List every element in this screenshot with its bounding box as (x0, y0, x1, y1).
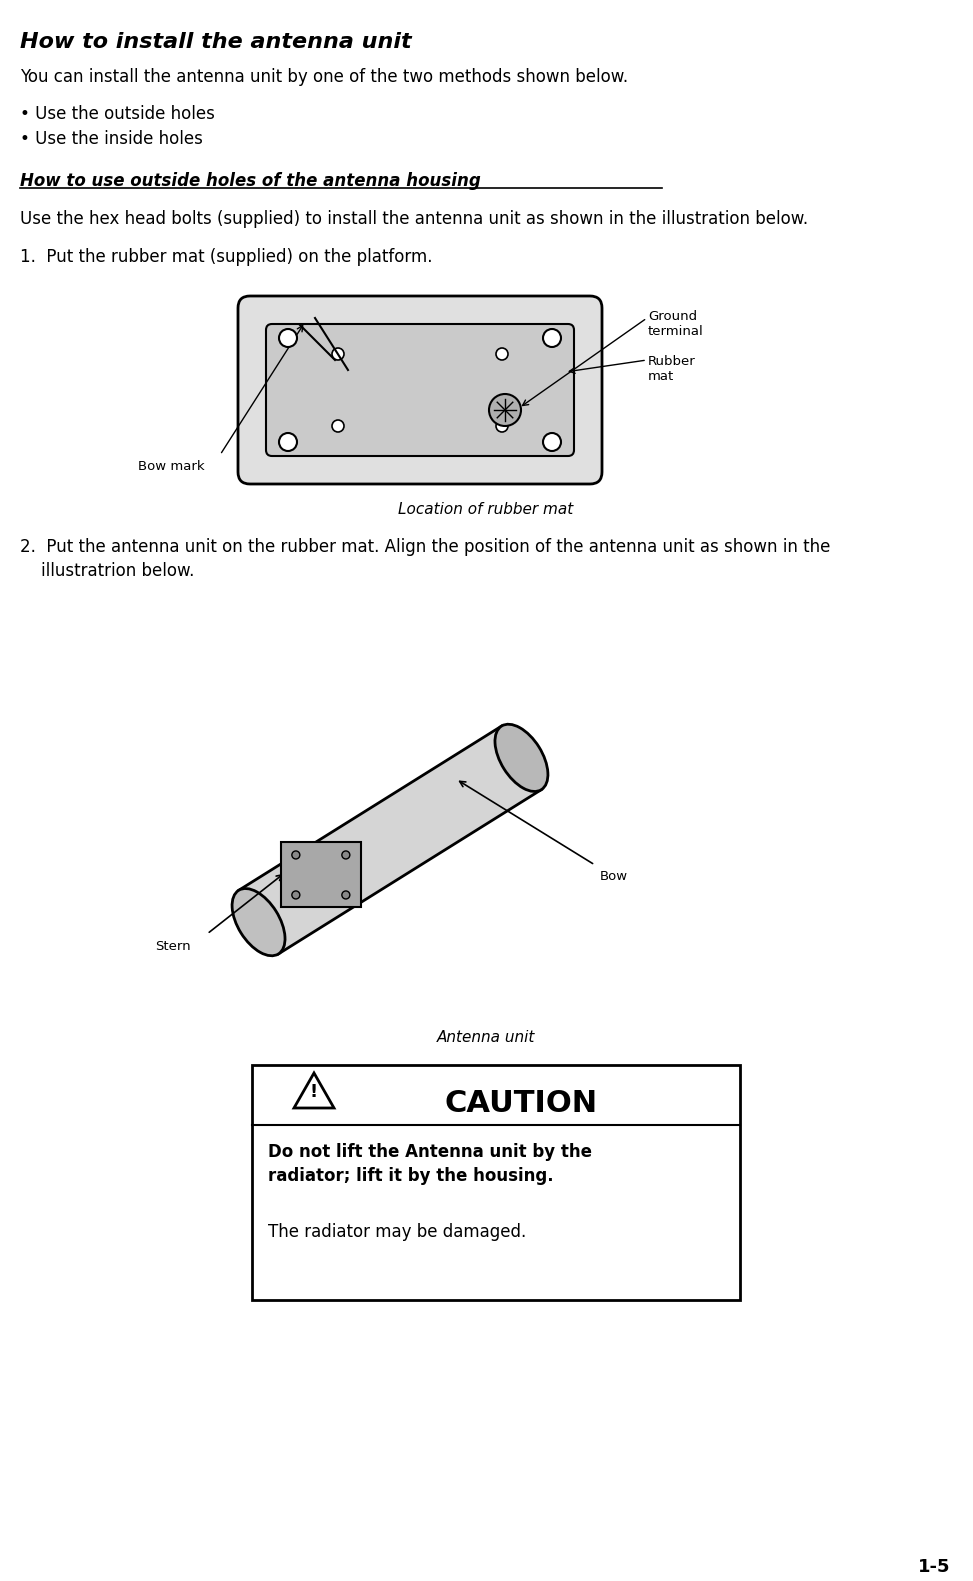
Text: How to use outside holes of the antenna housing: How to use outside holes of the antenna … (20, 172, 481, 190)
Text: Rubber
mat: Rubber mat (648, 356, 696, 383)
Circle shape (279, 433, 297, 451)
Text: Antenna unit: Antenna unit (437, 1029, 535, 1045)
Text: !: ! (310, 1083, 318, 1100)
Polygon shape (238, 726, 541, 953)
Text: 2.  Put the antenna unit on the rubber mat. Align the position of the antenna un: 2. Put the antenna unit on the rubber ma… (20, 538, 830, 557)
FancyBboxPatch shape (238, 296, 602, 484)
Text: Stern: Stern (155, 941, 191, 953)
Circle shape (332, 421, 344, 432)
Text: Bow: Bow (600, 870, 629, 884)
Ellipse shape (495, 724, 548, 792)
Text: Location of rubber mat: Location of rubber mat (398, 503, 574, 517)
Text: 1-5: 1-5 (918, 1557, 950, 1576)
Text: You can install the antenna unit by one of the two methods shown below.: You can install the antenna unit by one … (20, 68, 629, 85)
Circle shape (496, 348, 508, 360)
Text: CAUTION: CAUTION (445, 1088, 597, 1118)
Text: How to install the antenna unit: How to install the antenna unit (20, 32, 412, 52)
Ellipse shape (233, 889, 285, 957)
Bar (252, 1066, 740, 1300)
Text: The radiator may be damaged.: The radiator may be damaged. (268, 1224, 526, 1241)
Text: • Use the outside holes: • Use the outside holes (20, 104, 215, 123)
Circle shape (292, 851, 300, 858)
Text: Bow mark: Bow mark (138, 460, 204, 473)
FancyBboxPatch shape (266, 324, 574, 455)
Text: • Use the inside holes: • Use the inside holes (20, 130, 203, 149)
Circle shape (543, 329, 561, 346)
Circle shape (292, 892, 300, 900)
Text: 1.  Put the rubber mat (supplied) on the platform.: 1. Put the rubber mat (supplied) on the … (20, 248, 433, 266)
Circle shape (279, 329, 297, 346)
Text: Ground
terminal: Ground terminal (648, 310, 703, 338)
Circle shape (332, 348, 344, 360)
Circle shape (543, 433, 561, 451)
Circle shape (342, 851, 350, 858)
Circle shape (496, 421, 508, 432)
Circle shape (342, 892, 350, 900)
Polygon shape (294, 1073, 334, 1108)
Text: Do not lift the Antenna unit by the
radiator; lift it by the housing.: Do not lift the Antenna unit by the radi… (268, 1143, 592, 1184)
Text: Use the hex head bolts (supplied) to install the antenna unit as shown in the il: Use the hex head bolts (supplied) to ins… (20, 210, 809, 228)
Circle shape (489, 394, 521, 425)
Text: illustratrion below.: illustratrion below. (20, 561, 195, 580)
Polygon shape (281, 843, 361, 907)
